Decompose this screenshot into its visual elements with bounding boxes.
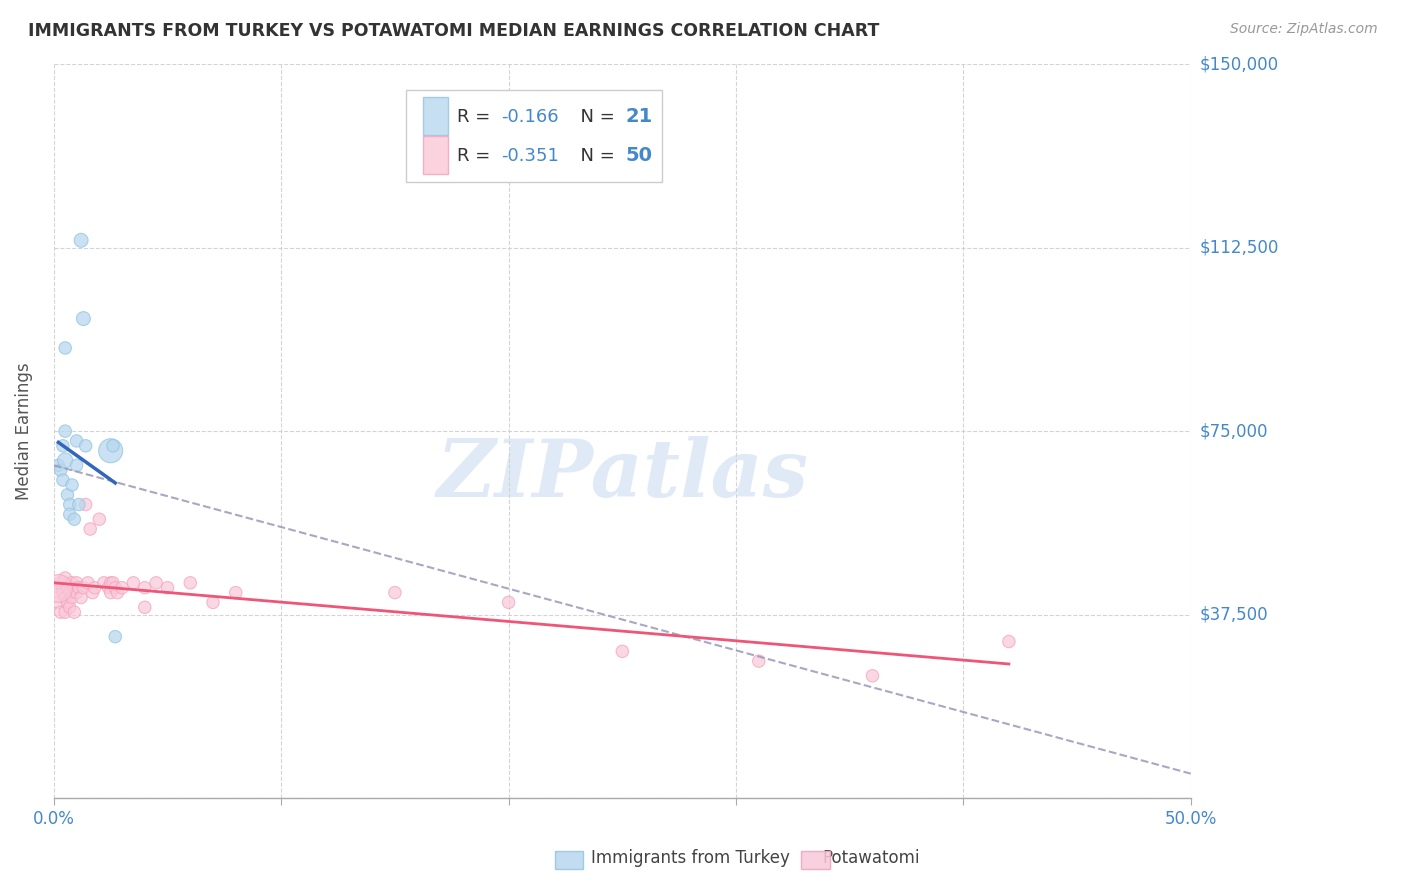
Point bbox=[53, 591, 76, 605]
Point bbox=[65, 434, 87, 448]
Text: R =: R = bbox=[457, 146, 496, 165]
Point bbox=[48, 581, 70, 595]
Point bbox=[122, 575, 145, 590]
Point bbox=[65, 458, 87, 473]
Text: $112,500: $112,500 bbox=[1199, 239, 1278, 257]
Point bbox=[59, 498, 82, 512]
Point bbox=[49, 575, 72, 590]
Point bbox=[104, 581, 127, 595]
Point bbox=[67, 498, 90, 512]
Point bbox=[111, 581, 134, 595]
Point bbox=[56, 581, 79, 595]
Text: ZIPatlas: ZIPatlas bbox=[436, 436, 808, 514]
Point bbox=[63, 605, 86, 619]
Point bbox=[77, 575, 100, 590]
Point bbox=[59, 585, 82, 599]
Point bbox=[72, 311, 94, 326]
Point bbox=[48, 458, 70, 473]
Point bbox=[48, 595, 70, 609]
Point bbox=[52, 439, 75, 453]
Point bbox=[998, 634, 1021, 648]
FancyBboxPatch shape bbox=[406, 90, 662, 182]
Point bbox=[49, 463, 72, 477]
Text: -0.351: -0.351 bbox=[501, 146, 558, 165]
Text: $75,000: $75,000 bbox=[1199, 422, 1268, 440]
Point bbox=[53, 341, 76, 355]
Point bbox=[225, 585, 247, 599]
Point bbox=[53, 453, 76, 467]
Point bbox=[101, 439, 124, 453]
Point bbox=[70, 233, 93, 247]
Point bbox=[862, 669, 884, 683]
Point bbox=[79, 522, 101, 536]
Point bbox=[83, 581, 105, 595]
Point bbox=[93, 575, 115, 590]
Point bbox=[89, 512, 111, 526]
Point bbox=[156, 581, 179, 595]
Point bbox=[70, 591, 93, 605]
Text: $37,500: $37,500 bbox=[1199, 606, 1268, 624]
Point bbox=[60, 575, 83, 590]
Text: $150,000: $150,000 bbox=[1199, 55, 1278, 73]
Point bbox=[97, 581, 120, 595]
Point bbox=[65, 585, 87, 599]
Point bbox=[75, 439, 97, 453]
Text: 50: 50 bbox=[626, 146, 652, 165]
Point bbox=[65, 575, 87, 590]
Point bbox=[179, 575, 201, 590]
Point bbox=[53, 424, 76, 438]
Point bbox=[82, 585, 104, 599]
Point bbox=[72, 581, 94, 595]
Point bbox=[107, 585, 129, 599]
Text: R =: R = bbox=[457, 108, 496, 126]
Point bbox=[53, 605, 76, 619]
Point bbox=[100, 575, 122, 590]
Point bbox=[101, 575, 124, 590]
Text: Immigrants from Turkey: Immigrants from Turkey bbox=[591, 849, 789, 867]
Point bbox=[56, 595, 79, 609]
Point bbox=[63, 581, 86, 595]
Text: N =: N = bbox=[569, 108, 620, 126]
Point bbox=[67, 581, 90, 595]
Point bbox=[63, 512, 86, 526]
Point bbox=[60, 591, 83, 605]
FancyBboxPatch shape bbox=[423, 136, 449, 174]
Point bbox=[48, 581, 70, 595]
Text: -0.166: -0.166 bbox=[501, 108, 558, 126]
Point bbox=[75, 498, 97, 512]
Point bbox=[100, 585, 122, 599]
Point bbox=[104, 630, 127, 644]
Point bbox=[202, 595, 225, 609]
Point bbox=[100, 443, 122, 458]
Point bbox=[498, 595, 520, 609]
Y-axis label: Median Earnings: Median Earnings bbox=[15, 362, 32, 500]
Text: 21: 21 bbox=[626, 107, 652, 127]
Point bbox=[59, 600, 82, 615]
Point bbox=[145, 575, 167, 590]
Text: N =: N = bbox=[569, 146, 620, 165]
Point bbox=[612, 644, 634, 658]
Point bbox=[59, 508, 82, 522]
Text: IMMIGRANTS FROM TURKEY VS POTAWATOMI MEDIAN EARNINGS CORRELATION CHART: IMMIGRANTS FROM TURKEY VS POTAWATOMI MED… bbox=[28, 22, 880, 40]
Point bbox=[134, 581, 156, 595]
Point bbox=[56, 488, 79, 502]
Point bbox=[748, 654, 770, 668]
Point bbox=[52, 585, 75, 599]
Point bbox=[60, 478, 83, 492]
Point bbox=[52, 473, 75, 487]
Point bbox=[53, 571, 76, 585]
Point bbox=[49, 605, 72, 619]
Point bbox=[134, 600, 156, 615]
FancyBboxPatch shape bbox=[423, 97, 449, 136]
Point bbox=[52, 581, 75, 595]
Text: Potawatomi: Potawatomi bbox=[823, 849, 920, 867]
Text: Source: ZipAtlas.com: Source: ZipAtlas.com bbox=[1230, 22, 1378, 37]
Point bbox=[384, 585, 406, 599]
